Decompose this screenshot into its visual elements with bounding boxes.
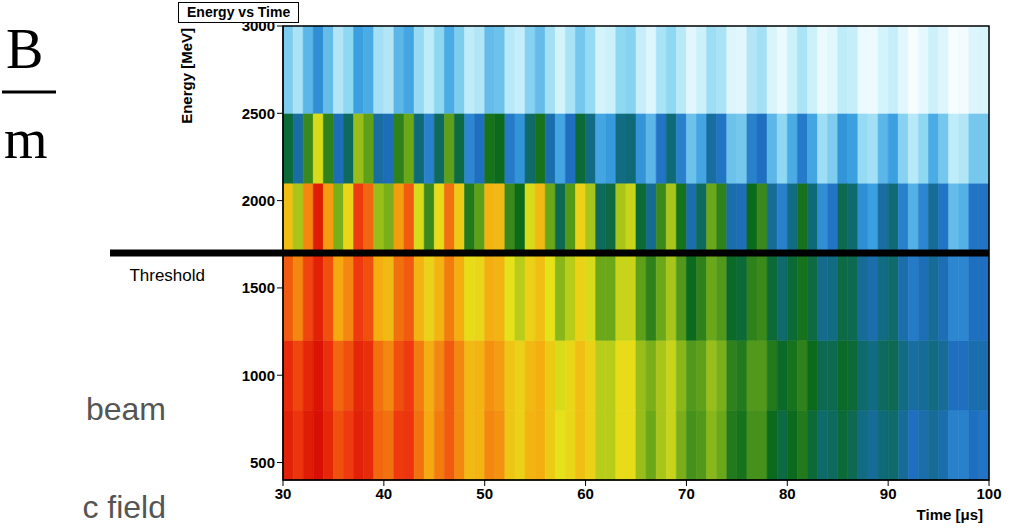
svg-text:m: m: [4, 108, 48, 170]
svg-text:beam: beam: [86, 391, 166, 427]
svg-text:2500: 2500: [242, 105, 275, 122]
svg-text:Threshold: Threshold: [129, 266, 205, 285]
svg-text:3000: 3000: [241, 17, 275, 35]
html-text:Energy vs Time: Energy vs Time: [187, 4, 291, 20]
svg-text:1500: 1500: [242, 279, 275, 296]
svg-text:B: B: [6, 18, 43, 80]
svg-text:500: 500: [250, 454, 275, 471]
svg-text:80: 80: [779, 485, 796, 502]
svg-text:30: 30: [275, 485, 292, 502]
svg-text:40: 40: [376, 485, 393, 502]
svg-text:Energy [MeV]: Energy [MeV]: [178, 28, 195, 124]
svg-text:1000: 1000: [242, 367, 275, 384]
svg-text:60: 60: [577, 485, 594, 502]
svg-text:50: 50: [476, 485, 493, 502]
svg-text:100: 100: [976, 485, 1001, 502]
svg-text:c field: c field: [82, 489, 166, 525]
svg-text:2000: 2000: [242, 192, 275, 209]
svg-text:70: 70: [678, 485, 695, 502]
svg-text:Time [μs]: Time [μs]: [917, 506, 983, 523]
svg-text:90: 90: [880, 485, 897, 502]
